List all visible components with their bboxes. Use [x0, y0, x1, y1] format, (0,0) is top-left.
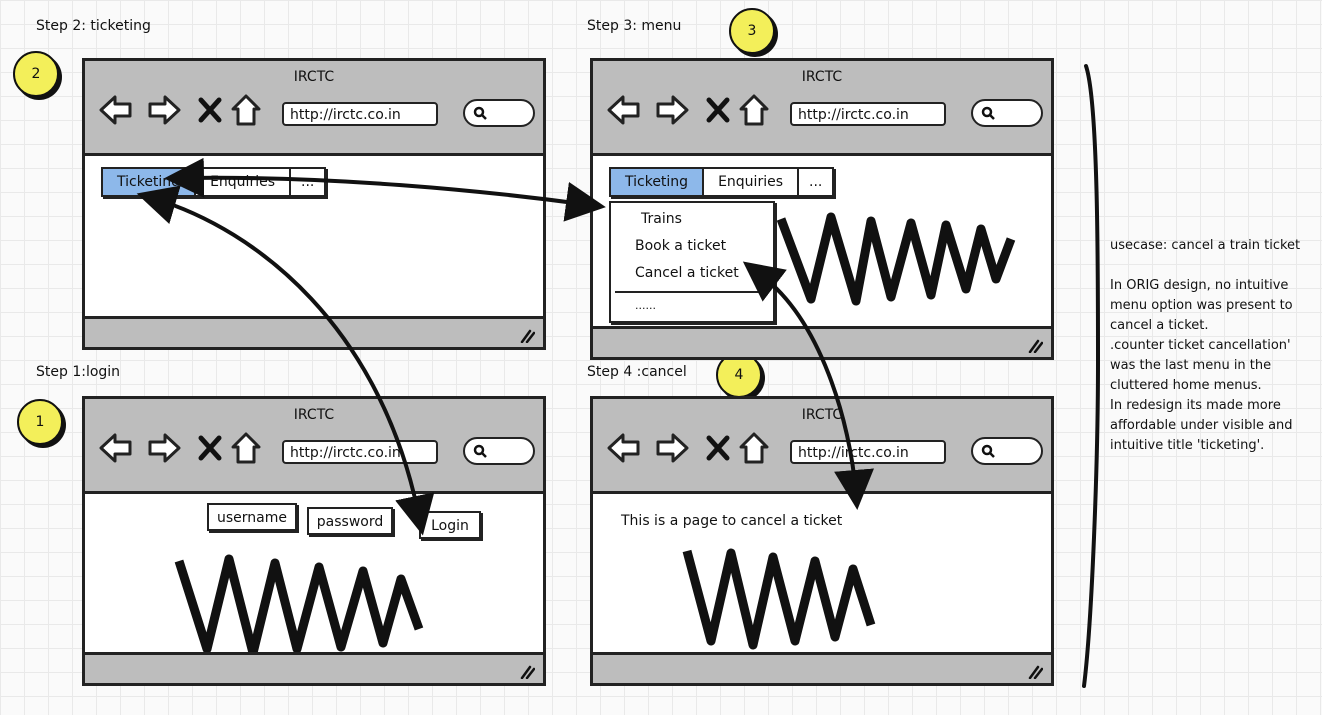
resize-grip-icon[interactable] — [1027, 663, 1043, 679]
login-button[interactable]: Login — [419, 511, 481, 539]
step3-badge: 3 — [729, 8, 775, 54]
forward-arrow-icon[interactable] — [147, 431, 181, 465]
search-icon — [981, 106, 995, 120]
back-arrow-icon[interactable] — [99, 93, 133, 127]
stop-x-icon[interactable] — [701, 431, 735, 465]
back-arrow-icon[interactable] — [99, 431, 133, 465]
username-field[interactable]: username — [207, 503, 297, 531]
url-field[interactable]: http://irctc.co.in — [790, 102, 946, 126]
forward-arrow-icon[interactable] — [147, 93, 181, 127]
url-field[interactable]: http://irctc.co.in — [790, 440, 946, 464]
right-brace — [1082, 64, 1101, 688]
step2-label: Step 2: ticketing — [36, 18, 151, 34]
browser-title: IRCTC — [801, 69, 843, 85]
step1-badge: 1 — [17, 399, 63, 445]
stop-x-icon[interactable] — [193, 93, 227, 127]
page-content: username password Login — [85, 491, 543, 658]
scribble-placeholder-image — [682, 548, 876, 650]
page-content: This is a page to cancel a ticket — [593, 491, 1051, 655]
url-field[interactable]: http://irctc.co.in — [282, 440, 438, 464]
browser-toolbar: IRCTC http://irctc.co.in — [593, 399, 1051, 494]
note-line-1: usecase: cancel a train ticket — [1110, 238, 1301, 253]
note-line-4: .counter ticket cancellation' was the la… — [1110, 338, 1291, 393]
cancel-page-text: This is a page to cancel a ticket — [621, 513, 843, 529]
browser-toolbar: IRCTC http://irctc.co.in — [593, 61, 1051, 156]
home-icon[interactable] — [229, 431, 263, 465]
step3-label: Step 3: menu — [587, 18, 682, 34]
back-arrow-icon[interactable] — [607, 431, 641, 465]
search-icon — [473, 444, 487, 458]
page-content: Ticketing Enquiries ... Trains Book a ti… — [593, 153, 1051, 329]
home-icon[interactable] — [737, 431, 771, 465]
menu-item-book-ticket[interactable]: Book a ticket — [635, 238, 727, 254]
forward-arrow-icon[interactable] — [655, 431, 689, 465]
browser-title: IRCTC — [801, 407, 843, 423]
step3-browser-frame: IRCTC http://irctc.co.in Ticketing Enqui… — [590, 58, 1054, 360]
browser-toolbar: IRCTC http://irctc.co.in — [85, 61, 543, 156]
scribble-placeholder-image — [776, 212, 1016, 306]
status-bar — [593, 326, 1051, 357]
step2-badge: 2 — [13, 51, 59, 97]
step2-browser-frame: IRCTC http://irctc.co.in Ticketing Enqui… — [82, 58, 546, 350]
search-field[interactable] — [971, 437, 1043, 465]
browser-title: IRCTC — [293, 407, 335, 423]
password-field[interactable]: password — [307, 507, 393, 535]
url-field[interactable]: http://irctc.co.in — [282, 102, 438, 126]
forward-arrow-icon[interactable] — [655, 93, 689, 127]
main-tabs: Ticketing Enquiries ... — [609, 167, 835, 197]
note-line-5: In redesign its made more affordable und… — [1110, 398, 1293, 453]
tab-ticketing[interactable]: Ticketing — [103, 169, 197, 195]
tab-more[interactable]: ... — [809, 174, 823, 190]
scribble-placeholder-image — [174, 554, 424, 658]
tab-enquiries[interactable]: Enquiries — [196, 169, 291, 195]
home-icon[interactable] — [229, 93, 263, 127]
menu-item-trains[interactable]: Trains — [641, 211, 682, 227]
note-line-3: In ORIG design, no intuitive menu option… — [1110, 278, 1293, 333]
menu-item-more[interactable]: ...... — [635, 299, 656, 312]
status-bar — [593, 652, 1051, 683]
search-field[interactable] — [971, 99, 1043, 127]
step4-browser-frame: IRCTC http://irctc.co.in This is a page … — [590, 396, 1054, 686]
tab-ticketing[interactable]: Ticketing — [611, 169, 705, 195]
step4-label: Step 4 :cancel — [587, 364, 687, 380]
menu-item-cancel-ticket[interactable]: Cancel a ticket — [635, 265, 739, 281]
tab-enquiries[interactable]: Enquiries — [704, 169, 799, 195]
main-tabs: Ticketing Enquiries ... — [101, 167, 327, 197]
tab-more[interactable]: ... — [301, 174, 315, 190]
status-bar — [85, 652, 543, 683]
usecase-note: usecase: cancel a train ticket In ORIG d… — [1110, 236, 1318, 456]
menu-divider — [615, 291, 769, 293]
stop-x-icon[interactable] — [193, 431, 227, 465]
stop-x-icon[interactable] — [701, 93, 735, 127]
browser-title: IRCTC — [293, 69, 335, 85]
note-line-2 — [1110, 256, 1318, 276]
home-icon[interactable] — [737, 93, 771, 127]
resize-grip-icon[interactable] — [519, 327, 535, 343]
step1-browser-frame: IRCTC http://irctc.co.in username passwo… — [82, 396, 546, 686]
status-bar — [85, 316, 543, 347]
search-icon — [981, 444, 995, 458]
resize-grip-icon[interactable] — [519, 663, 535, 679]
page-content: Ticketing Enquiries ... — [85, 153, 543, 319]
search-field[interactable] — [463, 99, 535, 127]
search-field[interactable] — [463, 437, 535, 465]
search-icon — [473, 106, 487, 120]
browser-toolbar: IRCTC http://irctc.co.in — [85, 399, 543, 494]
back-arrow-icon[interactable] — [607, 93, 641, 127]
step1-label: Step 1:login — [36, 364, 121, 380]
ticketing-dropdown-menu: Trains Book a ticket Cancel a ticket ...… — [609, 201, 775, 323]
resize-grip-icon[interactable] — [1027, 337, 1043, 353]
